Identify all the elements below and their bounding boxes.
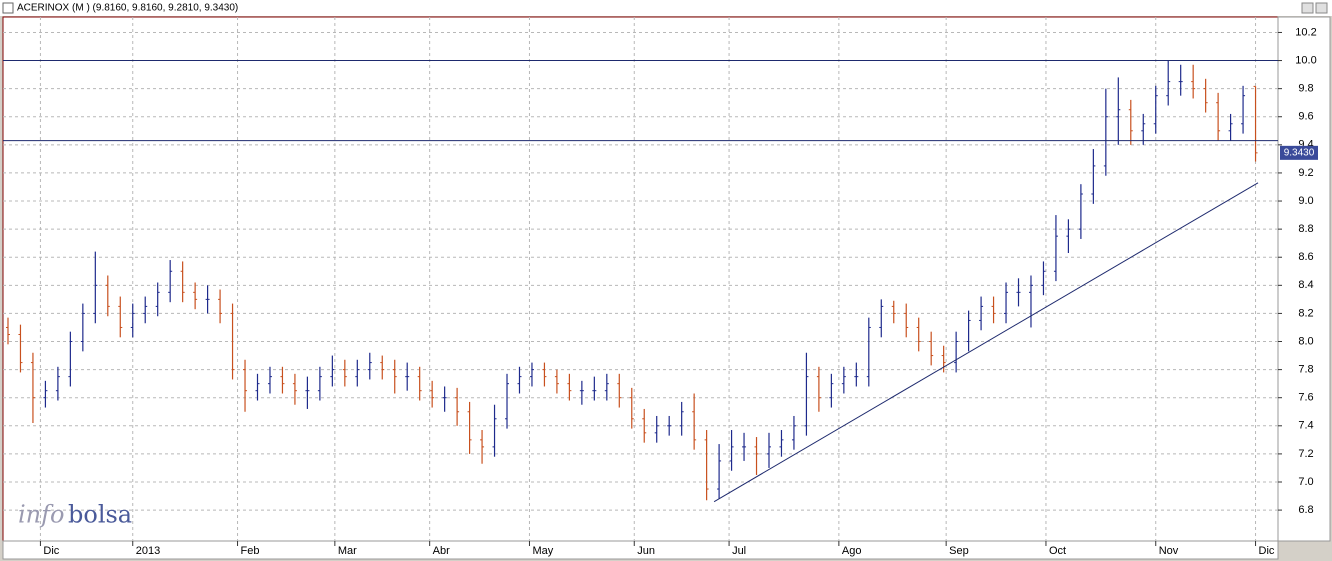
x-tick-label: Dic (1259, 545, 1275, 557)
x-tick-label: Mar (338, 545, 357, 557)
x-tick-label: May (532, 545, 553, 557)
y-tick-label: 8.2 (1298, 307, 1313, 319)
x-tick-label: 2013 (136, 545, 160, 557)
y-tick-label: 6.8 (1298, 504, 1313, 516)
y-tick-label: 9.2 (1298, 167, 1313, 179)
window-icon (2, 2, 14, 14)
y-tick-label: 8.4 (1298, 279, 1313, 291)
bars (3, 60, 1278, 503)
x-axis-panel (2, 540, 1279, 560)
x-tick-label: Feb (241, 545, 260, 557)
y-tick-label: 9.8 (1298, 83, 1313, 95)
y-tick-label: 8.8 (1298, 223, 1313, 235)
x-tick-label: Sep (949, 545, 969, 557)
plot-area (2, 16, 1279, 542)
x-tick-label: Ago (842, 545, 862, 557)
last-price-label: 9.3430 (1284, 147, 1315, 158)
title-bar (0, 0, 1332, 16)
y-tick-label: 7.6 (1298, 392, 1313, 404)
close-button[interactable] (1315, 2, 1328, 14)
x-tick-label: Jul (732, 545, 746, 557)
y-tick-label: 7.4 (1298, 420, 1313, 432)
y-tick-label: 10.0 (1295, 54, 1316, 66)
trend-line (713, 182, 1259, 503)
y-tick-label: 10.2 (1295, 26, 1316, 38)
x-tick-label: Abr (433, 545, 450, 557)
watermark-info: info (18, 501, 64, 529)
window-title: ACERINOX (M ) (9.8160, 9.8160, 9.2810, 9… (17, 3, 238, 14)
y-axis-panel (1277, 16, 1331, 542)
y-tick-label: 9.6 (1298, 111, 1313, 123)
last-price-box (1280, 145, 1318, 160)
watermark-bolsa: bolsa (68, 501, 132, 529)
restore-button[interactable] (1301, 2, 1314, 14)
x-tick-label: Nov (1159, 545, 1179, 557)
y-tick-label: 7.8 (1298, 364, 1313, 376)
y-tick-label: 8.6 (1298, 251, 1313, 263)
y-tick-label: 7.2 (1298, 448, 1313, 460)
x-tick-label: Dic (43, 545, 59, 557)
y-tick-label: 7.0 (1298, 476, 1313, 488)
x-tick-label: Oct (1049, 545, 1066, 557)
y-tick-label: 9.0 (1298, 195, 1313, 207)
y-tick-label: 8.0 (1298, 335, 1313, 347)
x-tick-label: Jun (637, 545, 655, 557)
